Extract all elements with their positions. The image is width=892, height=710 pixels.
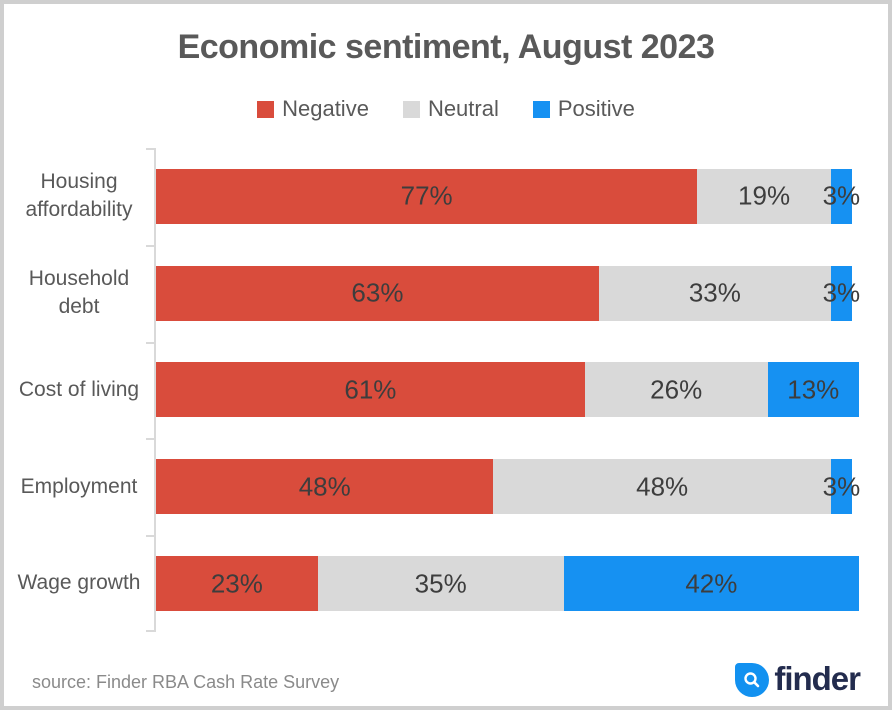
- bar-segment-neutral: 26%: [584, 362, 768, 418]
- bar-value-label: 42%: [685, 568, 738, 599]
- axis-tick: [146, 148, 154, 150]
- bar-track: 77% 19% 3%: [156, 168, 860, 224]
- bar-value-label: 77%: [400, 180, 453, 211]
- bar-segment-neutral: 33%: [598, 265, 831, 321]
- bar-value-label: 35%: [414, 568, 467, 599]
- chart-title: Economic sentiment, August 2023: [177, 28, 715, 66]
- category-label: Wage growth: [17, 571, 141, 595]
- finder-logo: finder: [735, 660, 861, 698]
- bar-track: 23% 35% 42%: [156, 556, 859, 612]
- category-label: Cost of living: [18, 377, 140, 401]
- bar-segment-neutral: 35%: [317, 556, 564, 612]
- bar-track: 61% 26% 13%: [156, 362, 859, 418]
- axis-tick: [146, 630, 154, 632]
- axis-tick: [146, 245, 154, 247]
- bar-segment-negative: 23%: [156, 556, 318, 612]
- magnifier-icon: [735, 663, 770, 697]
- legend-item-negative: Negative: [257, 96, 369, 122]
- chart-row: Housing affordability 77% 19% 3%: [4, 148, 888, 245]
- axis-tick: [146, 535, 154, 537]
- chart-rows: Housing affordability 77% 19% 3% Household d…: [4, 148, 888, 632]
- legend-label: Negative: [282, 96, 369, 121]
- legend-swatch-negative: [257, 100, 275, 118]
- legend-label: Neutral: [427, 96, 499, 121]
- bar-segment-neutral: 48%: [493, 459, 831, 515]
- legend-item-positive: Positive: [532, 96, 635, 122]
- bar-segment-positive: 42%: [563, 556, 859, 612]
- legend-swatch-neutral: [402, 100, 420, 118]
- bar-segment-negative: 63%: [156, 265, 599, 321]
- bar-value-label: 23%: [210, 568, 263, 599]
- bar-value-label: 3%: [822, 471, 861, 502]
- bar-value-label: 3%: [822, 180, 861, 211]
- category-label: Household debt: [28, 266, 130, 319]
- bar-segment-neutral: 19%: [697, 168, 831, 224]
- category-label: Employment: [20, 474, 138, 498]
- chart-row: Cost of living 61% 26% 13%: [4, 342, 888, 439]
- category-label: Housing affordability: [25, 170, 133, 222]
- bar-segment-positive: 13%: [767, 362, 859, 418]
- brand-name: finder: [774, 660, 861, 697]
- bar-value-label: 26%: [650, 374, 703, 405]
- bar-segment-positive: 3%: [823, 459, 860, 515]
- bar-segment-negative: 61%: [156, 362, 585, 418]
- source-text: source: Finder RBA Cash Rate Survey: [32, 672, 340, 692]
- axis-tick: [146, 342, 154, 344]
- y-axis-line: [154, 148, 156, 632]
- legend: Negative Neutral Positive: [4, 96, 888, 122]
- bar-value-label: 63%: [351, 277, 404, 308]
- axis-tick: [146, 438, 154, 440]
- bar-value-label: 48%: [636, 471, 689, 502]
- bar-value-label: 33%: [688, 277, 741, 308]
- bar-value-label: 3%: [822, 277, 861, 308]
- bar-value-label: 61%: [344, 374, 397, 405]
- bar-value-label: 19%: [738, 180, 791, 211]
- bar-segment-positive: 3%: [823, 265, 860, 321]
- bar-segment-negative: 77%: [156, 168, 698, 224]
- bar-segment-positive: 3%: [823, 168, 860, 224]
- chart-row: Employment 48% 48% 3%: [4, 438, 888, 535]
- chart-row: Wage growth 23% 35% 42%: [4, 535, 888, 632]
- bar-value-label: 13%: [787, 374, 840, 405]
- bar-track: 63% 33% 3%: [156, 265, 860, 321]
- bar-track: 48% 48% 3%: [156, 459, 860, 515]
- stacked-bar-chart: Housing affordability 77% 19% 3% Household d…: [4, 148, 888, 632]
- legend-swatch-positive: [532, 100, 550, 118]
- legend-label: Positive: [557, 96, 635, 121]
- bar-segment-negative: 48%: [156, 459, 494, 515]
- chart-row: Household debt 63% 33% 3%: [4, 245, 888, 342]
- legend-item-neutral: Neutral: [402, 96, 499, 122]
- bar-value-label: 48%: [298, 471, 351, 502]
